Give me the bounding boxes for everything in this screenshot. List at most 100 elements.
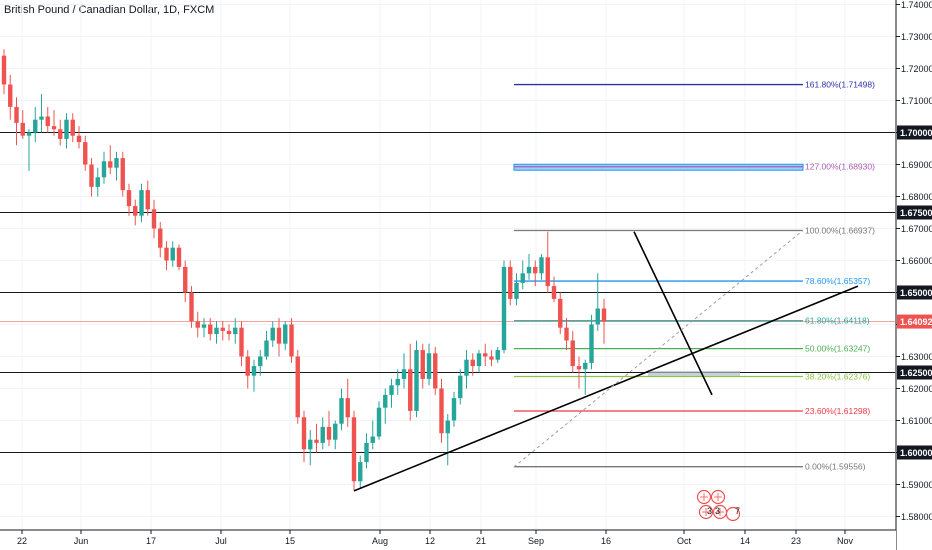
candle xyxy=(583,359,588,395)
time-axis-label: 16 xyxy=(601,536,611,546)
candle-body xyxy=(26,132,32,136)
candle-body xyxy=(558,298,563,328)
resistance-trendline xyxy=(633,231,713,396)
candle-body xyxy=(51,126,57,130)
candle xyxy=(195,311,200,338)
time-axis-label: Oct xyxy=(677,536,692,546)
horizontal-levels xyxy=(0,132,895,453)
candle-body xyxy=(164,247,169,261)
candle-body xyxy=(345,398,350,418)
candle-body xyxy=(120,158,125,191)
price-axis-background xyxy=(896,0,932,550)
level-price-tag xyxy=(897,205,932,220)
candle xyxy=(389,378,394,408)
candle xyxy=(170,241,175,267)
candle xyxy=(520,260,525,290)
level-price-label: 1.70000 xyxy=(900,128,932,138)
candle xyxy=(526,254,532,280)
level-price-tag xyxy=(897,365,932,380)
candle xyxy=(220,321,225,341)
candle-body xyxy=(376,407,382,437)
candle-body xyxy=(158,228,163,248)
time-axis-label: 15 xyxy=(285,536,295,546)
candle xyxy=(139,183,144,223)
fib-level-label: 127.00%(1.68930) xyxy=(805,162,875,172)
candle xyxy=(339,388,344,431)
candle-body xyxy=(595,308,600,325)
candle xyxy=(326,410,332,447)
level-price-label: 1.65000 xyxy=(900,288,932,298)
candle xyxy=(483,343,488,367)
candle-body xyxy=(564,327,569,341)
candle-body xyxy=(39,116,44,120)
candle xyxy=(8,74,13,120)
price-axis-label: 1.69000 xyxy=(901,160,932,170)
candle xyxy=(289,318,294,363)
price-axis-label: 1.59000 xyxy=(901,480,932,490)
candle-body xyxy=(151,209,157,229)
candle xyxy=(589,314,594,370)
candle xyxy=(201,318,207,338)
current-price-label: 1.64092 xyxy=(900,317,932,327)
candle-body xyxy=(308,439,313,450)
candle-body xyxy=(470,359,475,367)
candle xyxy=(295,350,300,424)
candle xyxy=(158,222,163,258)
candle xyxy=(64,113,69,149)
candle-body xyxy=(533,266,538,274)
candle xyxy=(464,350,469,389)
candle-body xyxy=(301,417,307,450)
candle-body xyxy=(389,385,394,395)
candle xyxy=(551,276,557,303)
candle xyxy=(426,343,432,386)
candle xyxy=(314,423,319,453)
chart-title: British Pound / Canadian Dollar, 1D, FXC… xyxy=(4,4,215,16)
candle xyxy=(476,350,482,373)
candle xyxy=(214,321,219,344)
candle-body xyxy=(433,353,438,389)
candle-body xyxy=(195,321,200,328)
time-axis-label: Nov xyxy=(837,536,854,546)
time-axis: 22 Jun 17 Jul 15 Aug 12 21 Sep 16 Oct 14 23 Nov xyxy=(0,529,896,550)
candle xyxy=(414,340,419,418)
candle xyxy=(533,260,538,287)
candle-body xyxy=(489,356,494,360)
candle xyxy=(58,119,63,146)
candle xyxy=(508,260,513,306)
price-axis-label: 1.58000 xyxy=(901,512,932,522)
candle xyxy=(101,151,107,184)
candle xyxy=(333,420,338,450)
zone-box xyxy=(648,370,740,376)
candle xyxy=(189,286,194,328)
candle xyxy=(395,369,400,395)
fib-level-label: 161.80%(1.71498) xyxy=(805,80,875,90)
event-count: 7 xyxy=(735,506,740,516)
candle xyxy=(545,231,550,293)
candle xyxy=(376,401,382,440)
fib-level-label: 50.00%(1.63247) xyxy=(805,344,870,354)
candle xyxy=(283,321,288,351)
candle xyxy=(70,113,75,143)
candle-body xyxy=(364,442,369,463)
candle xyxy=(239,321,244,367)
time-axis-label: 22 xyxy=(17,536,27,546)
candle-body xyxy=(589,324,594,363)
candles xyxy=(1,49,607,491)
candle-body xyxy=(145,190,150,210)
candle xyxy=(176,244,182,271)
candle xyxy=(39,94,44,133)
candle xyxy=(439,378,444,443)
candle-body xyxy=(464,359,469,376)
fib-level-label: 100.00%(1.66937) xyxy=(805,226,875,236)
support-trendline xyxy=(353,285,859,492)
fib-level-label: 23.60%(1.61298) xyxy=(805,406,870,416)
candle xyxy=(408,343,413,421)
level-price-tag xyxy=(897,125,932,140)
candle-body xyxy=(508,266,513,299)
candle-body xyxy=(20,122,25,136)
candle-body xyxy=(358,462,363,482)
candle xyxy=(458,369,463,405)
candle-body xyxy=(476,353,482,367)
candle xyxy=(351,410,357,491)
